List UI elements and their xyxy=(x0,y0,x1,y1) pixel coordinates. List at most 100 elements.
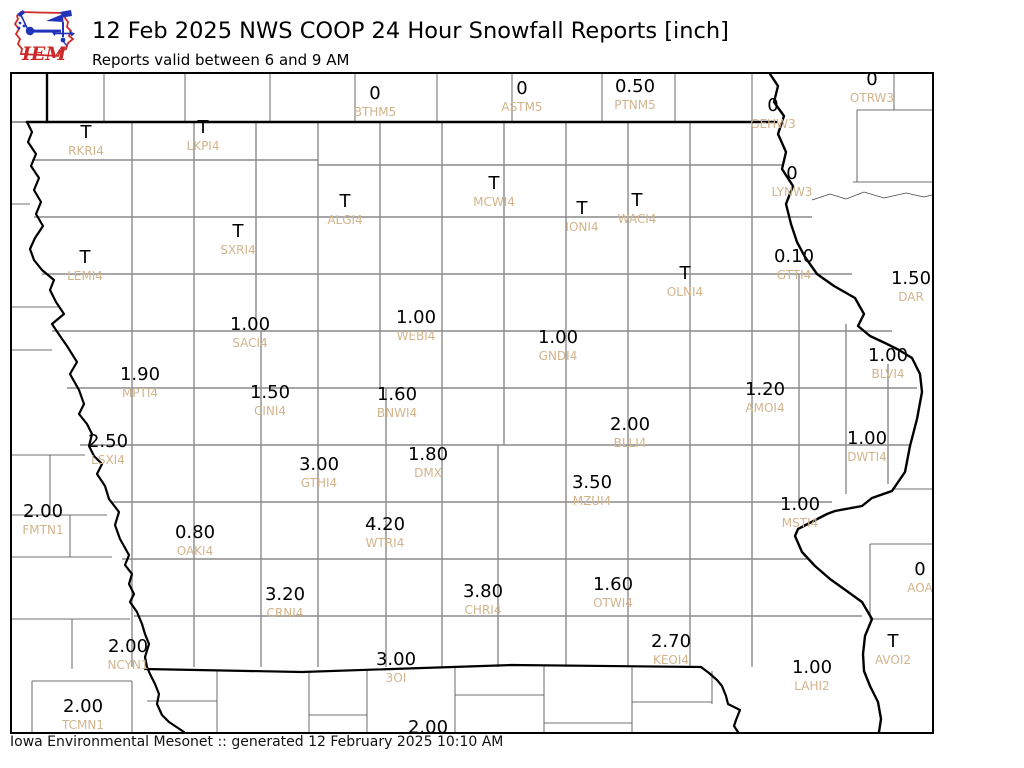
station-report: 1.00 GNDI4 xyxy=(538,328,578,363)
station-value: 0 xyxy=(866,72,878,90)
station-value: 2.00 xyxy=(407,717,449,734)
station-report: T WACI4 xyxy=(618,191,657,226)
station-id: BLVI4 xyxy=(871,367,905,381)
station-id: BLLI4 xyxy=(613,436,647,450)
station-report: 0 LYNW3 xyxy=(772,164,813,199)
station-id: KEOI4 xyxy=(652,653,690,667)
station-value: T xyxy=(887,631,899,652)
station-id: AVOI2 xyxy=(874,653,912,667)
station-report: 0 OTRW3 xyxy=(849,72,895,105)
station-value: T xyxy=(576,198,588,219)
station-report: T RKRI4 xyxy=(68,123,104,158)
station-report: 0 AOA xyxy=(907,560,932,595)
station-value: 1.00 xyxy=(537,327,579,348)
station-report: 0.50 PTNM5 xyxy=(614,77,656,112)
station-report: 1.00 MSTI4 xyxy=(780,495,820,530)
station-id: GNDI4 xyxy=(538,349,578,363)
station-report: 3.50 MZUI4 xyxy=(572,473,612,508)
station-id: CHRI4 xyxy=(464,603,502,617)
station-value: 3.00 xyxy=(298,454,340,475)
station-report: 3.00 3OI xyxy=(376,650,416,685)
station-report: T MCWI4 xyxy=(473,174,515,209)
station-value: T xyxy=(631,190,643,211)
station-id: CRNI4 xyxy=(266,606,304,620)
station-id: MZUI4 xyxy=(572,494,612,508)
snowfall-map: 0 BTHM5 0 ASTM5 0.50 PTNM5 0 GEHW3 0 OTR… xyxy=(10,72,934,734)
station-id: IONI4 xyxy=(565,220,599,234)
station-value: 3.50 xyxy=(571,472,613,493)
station-value: 0.80 xyxy=(174,522,216,543)
station-value: T xyxy=(488,173,500,194)
station-value: T xyxy=(197,117,209,138)
station-value: 2.50 xyxy=(87,431,129,452)
station-report: 0 ASTM5 xyxy=(501,79,542,114)
station-value: 1.00 xyxy=(395,307,437,328)
station-value: 0 xyxy=(369,83,381,104)
station-id: CINI4 xyxy=(253,404,287,418)
station-id: MCWI4 xyxy=(473,195,515,209)
logo-text: IEM xyxy=(21,43,67,65)
station-value: 0 xyxy=(786,163,798,184)
station-id: OTWI4 xyxy=(593,596,633,610)
station-id: WEBI4 xyxy=(396,329,436,343)
station-id: WACI4 xyxy=(617,212,657,226)
station-reports: 0 BTHM5 0 ASTM5 0.50 PTNM5 0 GEHW3 0 OTR… xyxy=(12,74,932,732)
station-report: T IONI4 xyxy=(565,199,598,234)
station-report: 0 GEHW3 xyxy=(750,96,795,131)
station-report: 1.00 BLVI4 xyxy=(868,346,908,381)
station-report: T SXRI4 xyxy=(220,222,255,257)
station-value: 0.50 xyxy=(614,76,656,97)
state-border-lines xyxy=(12,74,924,732)
station-id: MPTI4 xyxy=(121,386,159,400)
station-report: 1.80 DMX xyxy=(408,445,448,480)
station-value: 1.00 xyxy=(846,428,888,449)
station-id: AMOI4 xyxy=(745,401,785,415)
des-moines-river xyxy=(699,665,742,732)
station-value: 2.70 xyxy=(650,631,692,652)
station-id: BNWI4 xyxy=(376,406,418,420)
station-report: 1.50 CINI4 xyxy=(250,383,290,418)
station-id: RKRI4 xyxy=(68,144,104,158)
station-report: T LKPI4 xyxy=(187,118,220,153)
station-id: FMTN1 xyxy=(22,523,64,537)
station-id: AOA xyxy=(907,581,933,595)
page-title: 12 Feb 2025 NWS COOP 24 Hour Snowfall Re… xyxy=(92,18,729,44)
station-value: 4.20 xyxy=(364,514,406,535)
station-id: PTNM5 xyxy=(614,98,656,112)
station-id: LKPI4 xyxy=(186,139,220,153)
station-value: 1.00 xyxy=(867,345,909,366)
iowa-county-lines xyxy=(32,122,917,667)
station-value: 1.00 xyxy=(229,314,271,335)
station-id: OTRW3 xyxy=(849,91,895,105)
station-id: SACI4 xyxy=(232,336,268,350)
station-id: ASTM5 xyxy=(501,100,543,114)
station-id: NCYN1 xyxy=(107,658,149,672)
station-report: 0 BTHM5 xyxy=(354,84,397,119)
station-report: T LEMI4 xyxy=(67,248,103,283)
station-id: 3OI xyxy=(385,671,407,685)
station-value: 0 xyxy=(914,559,926,580)
station-report: 1.60 BNWI4 xyxy=(377,385,417,420)
station-id: LSXI4 xyxy=(91,453,125,467)
station-id: GTHI4 xyxy=(300,476,338,490)
station-id: OAKI4 xyxy=(176,544,214,558)
station-id: OLNI4 xyxy=(666,285,704,299)
station-report: 0.10 GTTI4 xyxy=(774,247,814,282)
station-report: 2.00 BLLI4 xyxy=(610,415,650,450)
station-report: 3.80 CHRI4 xyxy=(463,582,503,617)
station-report: 3.00 GTHI4 xyxy=(299,455,339,490)
iowa-outline-icon xyxy=(13,11,75,57)
station-id: DMX xyxy=(414,466,442,480)
mississippi-river xyxy=(768,74,924,732)
station-value: 0 xyxy=(516,78,528,99)
station-value: 1.00 xyxy=(791,657,833,678)
station-value: 1.60 xyxy=(376,384,418,405)
station-value: 1.90 xyxy=(119,364,161,385)
station-report: 2.00 TCMN1 xyxy=(62,697,104,732)
station-report: 1.00 LAHI2 xyxy=(792,658,832,693)
station-value: 1.00 xyxy=(779,494,821,515)
outstate-county-lines xyxy=(12,74,932,732)
station-report: 2.70 KEOI4 xyxy=(651,632,691,667)
station-value: 1.80 xyxy=(407,444,449,465)
station-value: 2.00 xyxy=(22,501,64,522)
